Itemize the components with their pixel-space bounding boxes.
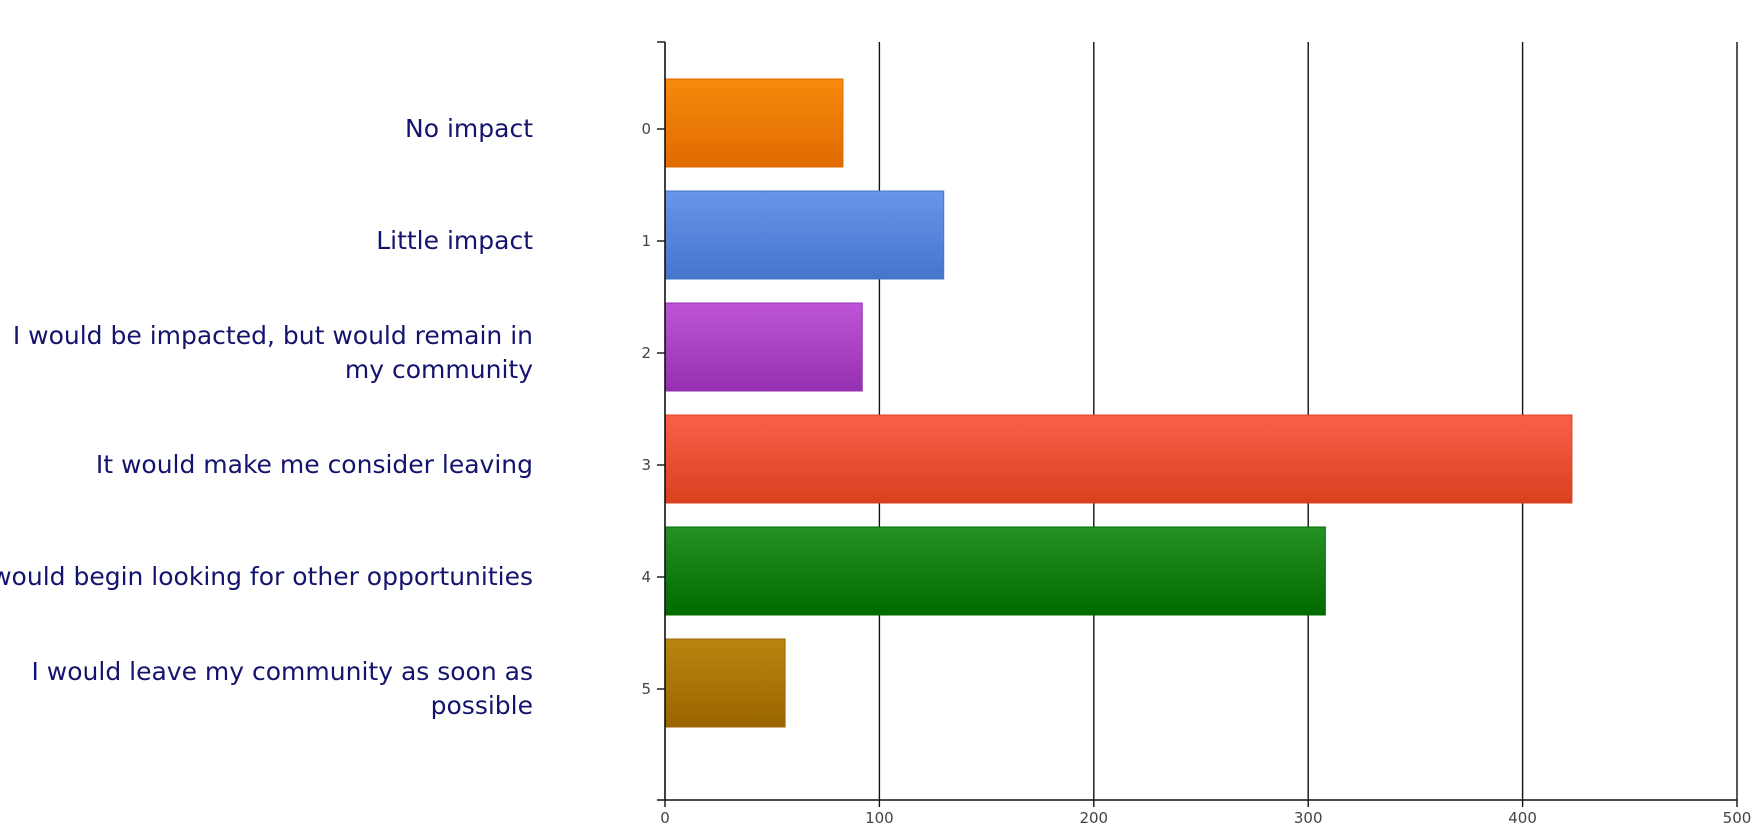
x-tick-label: 400 <box>1508 809 1537 827</box>
bar <box>664 78 844 168</box>
bar <box>664 526 1326 616</box>
x-tick-label: 300 <box>1294 809 1323 827</box>
category-label: I would leave my community as soon as po… <box>31 657 533 720</box>
bar <box>664 414 1573 504</box>
x-tick-label: 100 <box>865 809 894 827</box>
y-tick-label: 5 <box>641 680 651 698</box>
y-tick-label: 0 <box>641 120 651 138</box>
category-label: I would be impacted, but would remain in… <box>12 321 533 384</box>
x-tick-label: 500 <box>1723 809 1752 827</box>
x-tick-label: 0 <box>660 809 670 827</box>
y-tick-label: 1 <box>641 232 651 250</box>
x-tick-label: 200 <box>1079 809 1108 827</box>
y-tick-label: 2 <box>641 344 651 362</box>
y-tick-label: 3 <box>641 456 651 474</box>
category-label: No impact <box>405 114 533 143</box>
tick-labels: 0 100 200 300 400 500 0 1 2 3 4 5 <box>641 120 1751 827</box>
bar <box>664 190 945 280</box>
bar <box>664 638 786 728</box>
axes <box>657 41 1738 807</box>
category-label: I would begin looking for other opportun… <box>0 562 533 591</box>
category-label: It would make me consider leaving <box>95 450 533 479</box>
y-tick-label: 4 <box>641 568 651 586</box>
bar <box>664 302 863 392</box>
category-label: Little impact <box>376 226 533 255</box>
bars <box>664 78 1573 728</box>
